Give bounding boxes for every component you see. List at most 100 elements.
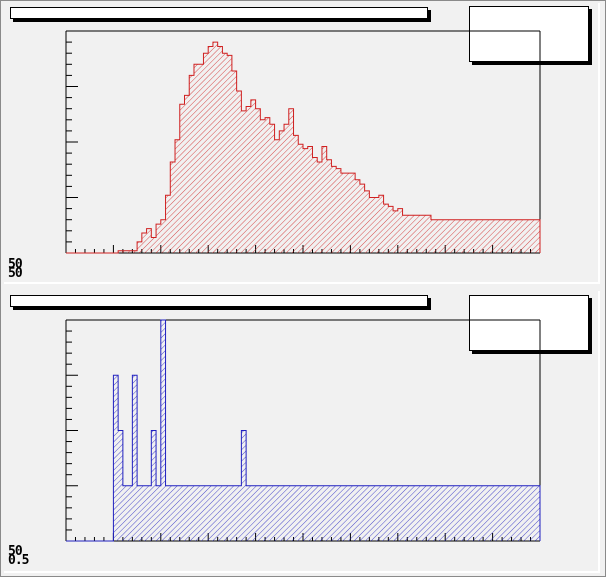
histogram-bin	[331, 166, 337, 253]
histogram-bin	[175, 485, 180, 541]
histogram-bin	[497, 485, 503, 541]
histogram-bin	[132, 250, 138, 253]
histogram-bin	[369, 197, 375, 253]
histogram-bin	[179, 485, 185, 541]
histogram-bin	[118, 430, 123, 541]
histogram-bin	[193, 64, 199, 253]
stats-box[interactable]	[469, 295, 589, 351]
histogram-bin	[198, 64, 204, 253]
histogram-bin	[269, 485, 275, 541]
histogram-bin	[459, 485, 465, 541]
histogram-bin	[502, 485, 507, 541]
histogram-bin	[127, 485, 133, 541]
histogram-bin	[269, 124, 275, 254]
histogram-bin	[449, 485, 455, 541]
histogram-bin	[298, 144, 303, 253]
histogram-bin	[506, 485, 512, 541]
y-axis-overlap-label: 50 50	[8, 257, 23, 280]
histogram-bin	[440, 485, 446, 541]
pad-top[interactable]: 50 50	[4, 3, 600, 284]
histogram-bin	[203, 485, 209, 541]
histogram-bin	[260, 119, 266, 253]
histogram-title-box[interactable]	[10, 295, 428, 307]
histogram-bin	[416, 215, 422, 253]
histogram-bin	[364, 190, 370, 253]
histogram-bin	[312, 485, 318, 541]
histogram-bin	[445, 219, 450, 253]
histogram-bin	[478, 485, 484, 541]
histogram-bin	[236, 90, 242, 253]
histogram-bin	[146, 485, 152, 541]
histogram-bin	[336, 485, 341, 541]
histogram-bin	[127, 250, 133, 253]
histogram-bin	[231, 485, 237, 541]
histogram-bin	[227, 55, 232, 253]
histogram-bin	[516, 219, 522, 253]
histogram-bin	[170, 161, 176, 253]
histogram-bin	[113, 375, 119, 541]
histogram-bin	[317, 485, 322, 541]
histogram-bin	[250, 485, 256, 541]
histogram-bin	[468, 485, 474, 541]
histogram-bin	[345, 485, 351, 541]
histogram-title-box[interactable]	[10, 7, 428, 19]
histogram-bin	[198, 485, 204, 541]
histogram-bin	[393, 485, 398, 541]
histogram-bin	[397, 208, 403, 253]
histogram-bin	[321, 485, 327, 541]
histogram-bin	[141, 233, 147, 253]
histogram-bin	[511, 219, 517, 253]
histogram-bin	[412, 215, 417, 253]
histogram-bin	[321, 146, 327, 253]
histogram-bin	[279, 130, 285, 253]
histogram-bin	[407, 485, 413, 541]
histogram-plot[interactable]	[4, 291, 600, 573]
axis-stub-label: 50	[8, 257, 23, 272]
histogram-bin	[288, 108, 294, 253]
histogram-bin	[445, 485, 450, 541]
histogram-bin	[137, 485, 142, 541]
axis-stub-label: 0.5	[8, 553, 30, 568]
histogram-bin	[293, 135, 299, 253]
histogram-bin	[212, 485, 218, 541]
histogram-bin	[483, 219, 488, 253]
histogram-bin	[440, 219, 446, 253]
histogram-bin	[156, 224, 161, 253]
histogram-bin	[464, 219, 469, 253]
histogram-bin	[151, 237, 157, 253]
histogram-bin	[160, 219, 166, 253]
histogram-bin	[265, 485, 270, 541]
histogram-bin	[378, 485, 384, 541]
histogram-bin	[454, 219, 460, 253]
histogram-bin	[535, 485, 540, 541]
histogram-bin	[473, 485, 479, 541]
histogram-bin	[184, 485, 190, 541]
histogram-bin	[146, 228, 152, 253]
histogram-bin	[359, 184, 365, 253]
histogram-bin	[246, 485, 251, 541]
stats-box[interactable]	[469, 6, 589, 62]
histogram-bin	[412, 485, 417, 541]
histogram-bin	[430, 485, 436, 541]
histogram-bin	[170, 485, 176, 541]
histogram-bin	[521, 485, 526, 541]
histogram-bin	[355, 485, 360, 541]
histogram-bin	[317, 161, 322, 253]
histogram-bin	[189, 75, 194, 254]
histogram-bin	[487, 485, 493, 541]
histogram-bin	[435, 485, 441, 541]
histogram-bin	[350, 485, 356, 541]
histogram-bin	[530, 219, 536, 253]
histogram-bin	[388, 485, 394, 541]
histogram-bin	[250, 99, 256, 253]
histogram-bin	[307, 485, 313, 541]
histogram-bin	[449, 219, 455, 253]
histogram-bin	[175, 139, 180, 253]
pad-bottom[interactable]: 50 0.5	[4, 291, 600, 573]
histogram-bin	[165, 485, 171, 541]
histogram-bin	[307, 146, 313, 253]
histogram-plot[interactable]	[4, 3, 600, 284]
histogram-bin	[345, 173, 351, 253]
histogram-bin	[189, 485, 194, 541]
histogram-bin	[478, 219, 484, 253]
